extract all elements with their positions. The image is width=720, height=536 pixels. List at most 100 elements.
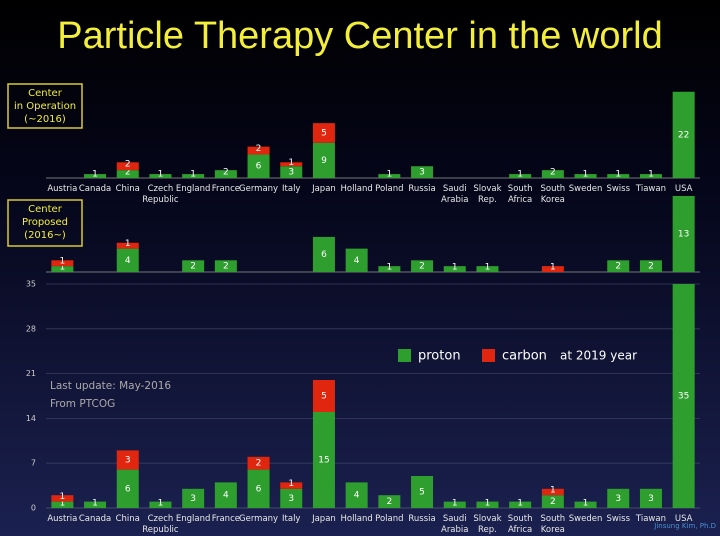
x-tick-label: Holland	[340, 514, 372, 524]
bar-segment	[476, 266, 499, 272]
chart-label: (~2016)	[24, 114, 66, 125]
bar-segment	[378, 495, 401, 508]
legend-label: carbon	[502, 349, 547, 364]
bar-segment	[607, 174, 630, 178]
x-tick-label: Germany	[239, 184, 278, 194]
x-tick-label: Italy	[282, 184, 300, 194]
bar-segment	[247, 469, 270, 508]
y-tick-label: 14	[26, 414, 36, 423]
value-label: 9	[321, 156, 327, 166]
x-tick-label: Sweden	[569, 184, 603, 194]
value-label: 6	[125, 484, 131, 494]
x-tick-label: Japan	[311, 514, 336, 524]
x-tick-label: Swiss	[606, 184, 630, 194]
bar-segment	[639, 488, 662, 508]
bar-segment	[182, 260, 205, 272]
value-label: 1	[59, 498, 65, 508]
x-tick-label: Canada	[79, 514, 111, 524]
value-label: 2	[648, 262, 654, 272]
bar-segment	[541, 495, 564, 508]
x-tick-label: Poland	[375, 514, 403, 524]
value-label: 1	[452, 498, 458, 508]
x-tick-label: France	[212, 184, 240, 194]
bar-segment	[116, 450, 139, 470]
value-label: 1	[583, 170, 589, 180]
value-label: 2	[419, 262, 425, 272]
value-label: 2	[223, 262, 229, 272]
bar-segment	[378, 174, 401, 178]
bar-segment	[312, 142, 335, 178]
value-label: 1	[550, 486, 556, 496]
x-tick-label: Canada	[79, 184, 111, 194]
bar-segment	[247, 456, 270, 470]
bar-segment	[639, 260, 662, 272]
value-label: 4	[354, 256, 360, 266]
bar-segment	[672, 284, 695, 508]
x-tick-label: USA	[675, 514, 693, 524]
bar-segment	[541, 170, 564, 178]
bar-segment	[247, 154, 270, 178]
chart-label: Proposed	[22, 217, 68, 228]
value-label: 1	[485, 263, 491, 273]
x-tick-label: Slovak Rep.	[473, 514, 501, 535]
bar-segment	[116, 170, 139, 178]
value-label: 3	[190, 494, 196, 504]
value-label: 1	[92, 498, 98, 508]
x-tick-label: Russia	[408, 514, 435, 524]
bar-segment	[280, 162, 303, 167]
x-tick-label: South Africa	[508, 514, 533, 535]
chart-label: Center	[28, 88, 63, 99]
value-label: 13	[678, 230, 689, 240]
value-label: 1	[386, 170, 392, 180]
value-label: 3	[648, 494, 654, 504]
value-label: 1	[59, 492, 65, 502]
value-label: 2	[256, 144, 262, 154]
bar-segment	[672, 91, 695, 178]
x-tick-label: France	[212, 514, 240, 524]
y-tick-label: 21	[26, 369, 36, 378]
bar-segment	[345, 482, 368, 508]
chart-label: Center	[28, 204, 63, 215]
value-label: 1	[648, 170, 654, 180]
x-tick-label: Tiawan	[635, 184, 666, 194]
value-label: 6	[256, 484, 262, 494]
x-tick-label: China	[116, 514, 140, 524]
value-label: 1	[517, 170, 523, 180]
value-label: 1	[288, 479, 294, 489]
legend-swatch	[482, 349, 495, 362]
legend-swatch	[398, 349, 411, 362]
value-label: 1	[158, 498, 164, 508]
value-label: 1	[190, 170, 196, 180]
value-label: 1	[583, 498, 589, 508]
bar-segment	[116, 469, 139, 508]
chart-label: (2016~)	[24, 230, 66, 241]
value-label: 4	[125, 256, 131, 266]
x-tick-label: Saudi Arabia	[441, 514, 468, 535]
note: From PTCOG	[50, 398, 115, 410]
value-label: 5	[419, 488, 425, 498]
x-tick-label: Czech Republic	[142, 514, 179, 535]
bar-segment	[116, 248, 139, 272]
value-label: 1	[550, 263, 556, 273]
bar-segment	[476, 501, 499, 508]
x-tick-label: Italy	[282, 514, 300, 524]
value-label: 2	[550, 497, 556, 507]
bar-segment	[639, 174, 662, 178]
bar-segment	[182, 174, 205, 178]
bar-segment	[51, 495, 74, 502]
label-box	[7, 199, 83, 247]
value-label: 3	[419, 168, 425, 178]
value-label: 35	[678, 392, 689, 402]
value-label: 2	[615, 262, 621, 272]
value-label: 3	[125, 456, 131, 466]
x-tick-label: Poland	[375, 184, 403, 194]
value-label: 1	[485, 498, 491, 508]
value-label: 2	[386, 497, 392, 507]
bar-segment	[116, 242, 139, 249]
bar-segment	[574, 174, 597, 178]
bar-segment	[607, 488, 630, 508]
bar-segment	[182, 488, 205, 508]
bar-segment	[214, 170, 237, 178]
bar-segment	[411, 166, 434, 178]
